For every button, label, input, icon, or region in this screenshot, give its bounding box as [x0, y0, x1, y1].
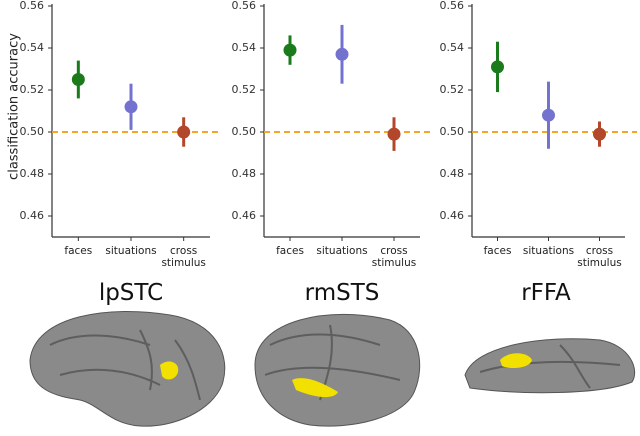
point [124, 100, 138, 114]
panel-title: rFFA [521, 280, 571, 306]
x-tick-label: cross stimulus [371, 245, 417, 269]
y-tick-label: 0.50 [20, 125, 45, 138]
y-tick-label: 0.46 [232, 209, 257, 222]
y-tick-label: 0.48 [232, 167, 257, 180]
x-tick-label: situations [105, 245, 157, 257]
y-tick-label: 0.48 [440, 167, 465, 180]
y-tick-label: 0.54 [440, 41, 465, 54]
y-tick-label: 0.46 [440, 209, 465, 222]
x-tick-label: cross stimulus [577, 245, 622, 269]
y-tick-label: 0.50 [440, 125, 465, 138]
y-tick-label: 0.52 [20, 83, 45, 96]
y-tick-label: 0.54 [232, 41, 257, 54]
point [71, 73, 85, 86]
point [491, 60, 504, 74]
y-tick-label: 0.46 [20, 209, 45, 222]
point [387, 127, 401, 141]
panel-title: rmSTS [305, 280, 380, 306]
y-tick-label: 0.52 [232, 83, 257, 96]
x-tick-label: situations [522, 245, 575, 257]
brain-lpstc [29, 310, 226, 427]
y-tick-label: 0.54 [20, 41, 45, 54]
y-tick-label: 0.56 [20, 0, 45, 12]
point [177, 125, 191, 139]
x-tick-label: faces [64, 245, 93, 257]
y-axis-label: classification accuracy [7, 33, 22, 180]
x-tick-label: situations [316, 245, 368, 257]
point [283, 43, 297, 57]
point [335, 47, 349, 61]
y-tick-label: 0.52 [440, 83, 465, 96]
y-tick-label: 0.56 [232, 0, 257, 12]
y-tick-label: 0.50 [232, 125, 257, 138]
brain-rffa [464, 338, 636, 394]
x-tick-label: faces [483, 245, 512, 257]
brain-rmsts [254, 313, 421, 427]
x-tick-label: faces [276, 245, 304, 257]
panel-title: lpSTC [99, 280, 163, 306]
x-tick-label: cross stimulus [161, 245, 206, 269]
point [593, 127, 606, 141]
y-tick-label: 0.48 [20, 167, 45, 180]
point [542, 108, 555, 122]
y-tick-label: 0.56 [440, 0, 465, 12]
